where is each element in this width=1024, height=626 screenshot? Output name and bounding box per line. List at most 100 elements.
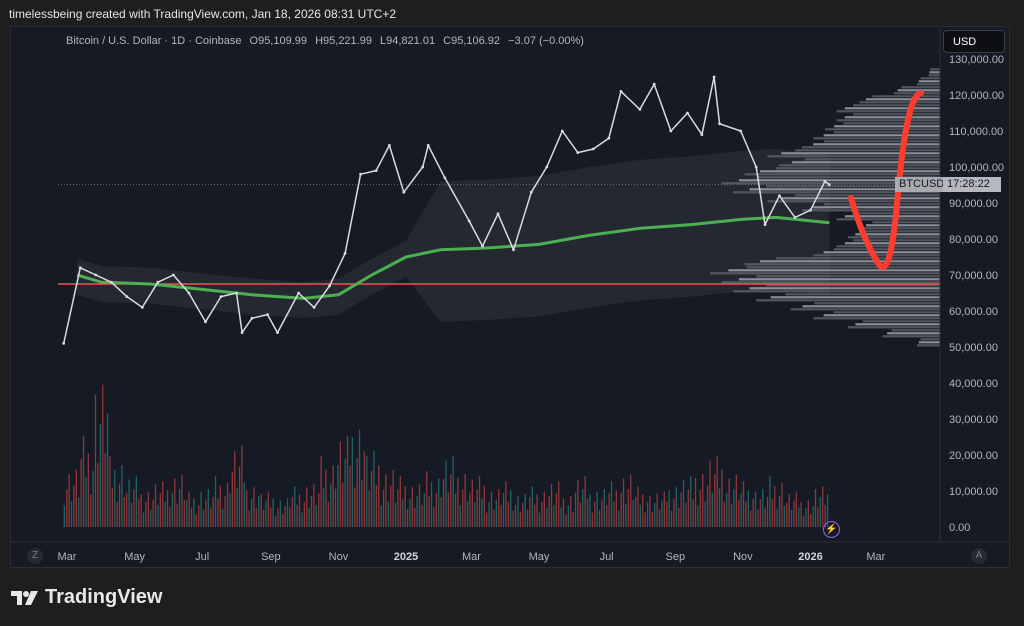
volume-bar	[162, 481, 164, 527]
currency-button[interactable]: USD	[943, 30, 1005, 53]
volume-bar	[783, 505, 785, 527]
volume-bar	[762, 489, 764, 527]
volume-bar	[675, 487, 677, 527]
volume-bar	[397, 489, 399, 527]
volume-profile-bar	[733, 191, 940, 194]
volume-bar	[752, 499, 754, 527]
price-point	[823, 180, 827, 183]
volume-bar	[229, 492, 231, 527]
volume-profile-bar	[824, 140, 940, 143]
moving-average-line	[76, 215, 830, 300]
volume-bar	[193, 498, 195, 527]
volume-bar	[490, 491, 493, 527]
volume-profile-bar	[920, 77, 940, 80]
deviation-band	[76, 149, 830, 322]
volume-bar	[514, 505, 517, 527]
time-tick-label: May	[124, 551, 145, 563]
volume-bar	[123, 497, 125, 527]
volume-bar	[639, 504, 641, 527]
volume-bar	[63, 505, 65, 527]
volume-bar	[358, 429, 361, 527]
volume-bar	[222, 509, 224, 527]
volume-bar	[294, 486, 296, 527]
volume-bar	[457, 477, 459, 527]
price-point	[793, 216, 797, 219]
volume-bar	[702, 473, 704, 527]
auto-scale-button[interactable]: A	[971, 548, 987, 564]
price-tick-label: 50,000.00	[949, 342, 998, 354]
volume-profile-bar	[901, 86, 940, 89]
price-tick-label: 60,000.00	[949, 306, 998, 318]
ohlc-close: C95,106.92	[443, 35, 501, 47]
price-point	[328, 284, 331, 288]
price-point	[297, 291, 300, 295]
price-point	[219, 295, 223, 298]
volume-bar	[565, 514, 567, 527]
volume-profile-bar	[760, 170, 940, 173]
volume-profile-bar	[917, 344, 940, 347]
volume-bar	[543, 491, 545, 527]
volume-bar	[238, 466, 241, 527]
volume-bar	[572, 512, 574, 527]
volume-bar	[706, 485, 709, 527]
volume-bar	[692, 499, 694, 527]
volume-bar	[284, 506, 286, 527]
volume-bar	[680, 492, 682, 527]
price-point	[638, 108, 642, 111]
volume-bar	[735, 474, 737, 527]
volume-profile-bar	[836, 110, 940, 113]
volume-bar	[116, 501, 118, 527]
volume-profile-bar	[833, 311, 940, 314]
volume-bar	[234, 451, 236, 527]
volume-bar	[728, 478, 730, 527]
volume-bar	[774, 486, 776, 527]
volume-bar	[87, 453, 89, 527]
volume-bar	[195, 514, 197, 527]
price-axis: 130,000.00 120,000.00 110,000.00 100,000.00…	[949, 54, 1004, 534]
volume-bar	[714, 474, 716, 527]
volume-bars	[63, 384, 829, 527]
volume-profile-bar	[791, 161, 940, 164]
volume-profile-bar	[733, 290, 940, 293]
volume-profile-bar	[814, 302, 940, 305]
volume-bar	[493, 509, 495, 527]
tradingview-logo: TradingView	[11, 586, 162, 609]
volume-bar	[270, 507, 272, 527]
volume-profile-bar	[882, 335, 940, 338]
volume-bar	[399, 476, 401, 527]
volume-bar	[394, 502, 397, 527]
volume-profile-bar	[834, 125, 940, 128]
price-point	[686, 111, 689, 115]
volume-profile-bar	[749, 188, 940, 191]
price-point	[266, 313, 269, 316]
lightning-icon[interactable]: ⚡	[823, 521, 840, 538]
price-point	[171, 273, 175, 277]
volume-bar	[553, 504, 555, 527]
volume-bar	[75, 470, 77, 527]
volume-bar	[318, 493, 320, 527]
price-point	[496, 212, 500, 216]
volume-profile-bar	[920, 338, 940, 341]
time-tick-label: 2026	[798, 551, 822, 563]
volume-bar	[754, 491, 757, 527]
volume-bar	[138, 499, 140, 527]
volume-bar	[558, 481, 560, 527]
volume-bar	[668, 490, 670, 527]
volume-bar	[409, 499, 411, 527]
price-point	[204, 320, 207, 324]
volume-bar	[274, 516, 277, 527]
volume-bar	[526, 509, 529, 527]
volume-bar	[370, 470, 373, 527]
time-tick-label: Nov	[329, 551, 349, 563]
zoom-reset-button[interactable]: Z	[27, 548, 43, 564]
volume-bar	[152, 499, 154, 527]
volume-bar	[248, 510, 250, 527]
price-point	[388, 144, 391, 147]
price-tick-label: 30,000.00	[949, 414, 998, 426]
volume-bar	[740, 493, 742, 527]
volume-bar	[486, 512, 488, 527]
band-area	[76, 149, 830, 322]
volume-bar	[426, 471, 428, 527]
volume-profile-bar	[836, 245, 940, 248]
